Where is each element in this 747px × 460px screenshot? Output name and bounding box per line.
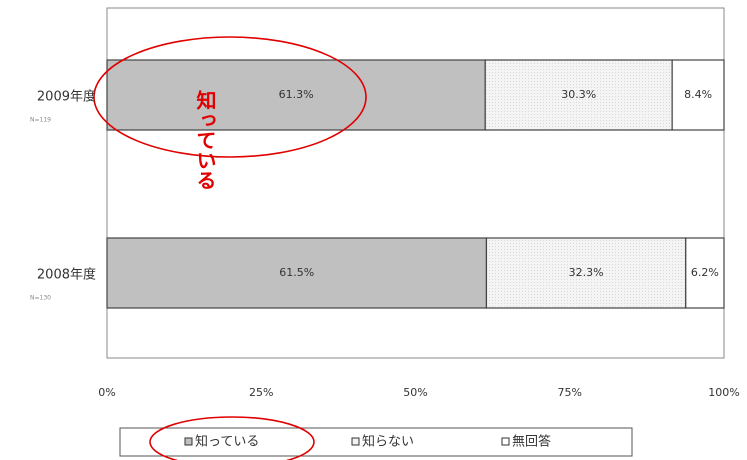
bar-segment <box>485 237 687 309</box>
category-note: N=119 <box>30 117 51 124</box>
value-label: 6.2% <box>691 266 719 279</box>
value-label: 32.3% <box>569 266 604 279</box>
legend-box <box>119 427 633 457</box>
highlight-ellipse <box>149 416 315 460</box>
category-note: N=130 <box>30 295 51 302</box>
value-label: 8.4% <box>684 88 712 101</box>
annotation: 知っている <box>193 89 217 190</box>
bar-segment <box>106 237 488 309</box>
y-tick-label: 2009年度 <box>37 89 96 105</box>
plot-frame <box>106 7 725 359</box>
highlight-ellipse <box>93 36 367 158</box>
bar-segment <box>106 59 486 131</box>
y-tick-label: 2008年度 <box>37 267 96 283</box>
legend-label: 知らない <box>362 434 414 450</box>
x-tick-label: 50% <box>403 386 427 399</box>
legend-swatch <box>351 437 360 446</box>
x-tick-label: 75% <box>558 386 582 399</box>
x-tick-label: 100% <box>708 386 739 399</box>
bar-segment <box>671 59 725 131</box>
value-label: 30.3% <box>561 88 596 101</box>
legend-swatch <box>501 437 510 446</box>
x-tick-label: 25% <box>249 386 273 399</box>
x-tick-label: 0% <box>98 386 115 399</box>
value-label: 61.5% <box>279 266 314 279</box>
bar-segment <box>685 237 725 309</box>
legend-label: 無回答 <box>512 434 551 450</box>
legend-swatch <box>184 437 193 446</box>
value-label: 61.3% <box>279 88 314 101</box>
legend-label: 知っている <box>195 434 259 450</box>
